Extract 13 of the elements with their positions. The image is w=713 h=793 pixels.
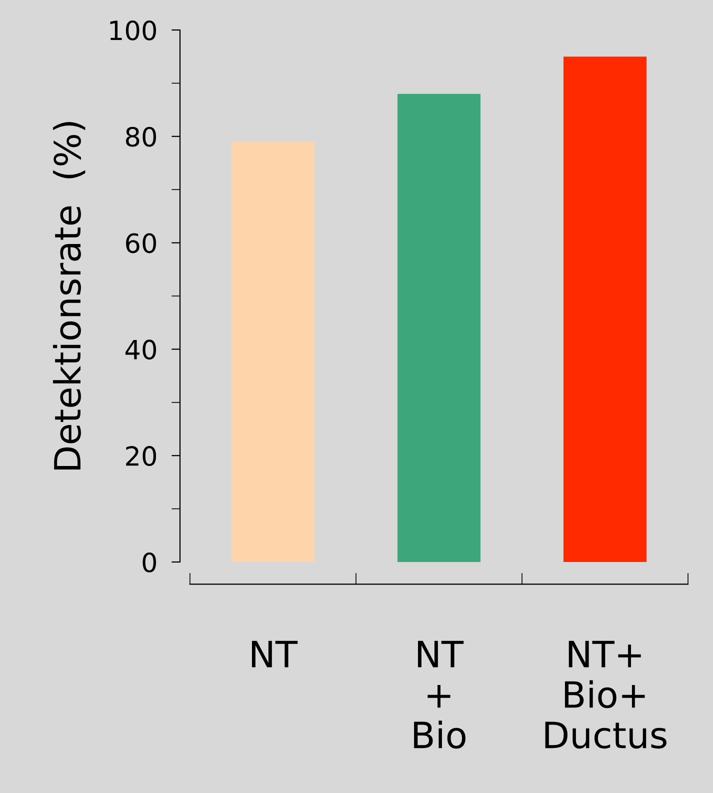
y-tick-label: 0	[142, 552, 156, 572]
bar	[397, 94, 480, 562]
y-tick-label: 20	[126, 446, 156, 466]
y-tick-label: 60	[126, 233, 156, 254]
bar	[563, 56, 646, 562]
y-tick-label: 100	[110, 20, 156, 40]
y-tick-label: 40	[125, 340, 156, 360]
x-tick-label: NT + Bio	[414, 640, 466, 749]
x-tick-label: NT	[252, 640, 298, 668]
y-tick-label: 80	[126, 126, 156, 147]
x-tick-label: NT+ Bio+ Ductus	[545, 640, 666, 749]
y-axis-title: Detektionsrate (%)	[53, 122, 86, 470]
bar	[231, 142, 314, 562]
